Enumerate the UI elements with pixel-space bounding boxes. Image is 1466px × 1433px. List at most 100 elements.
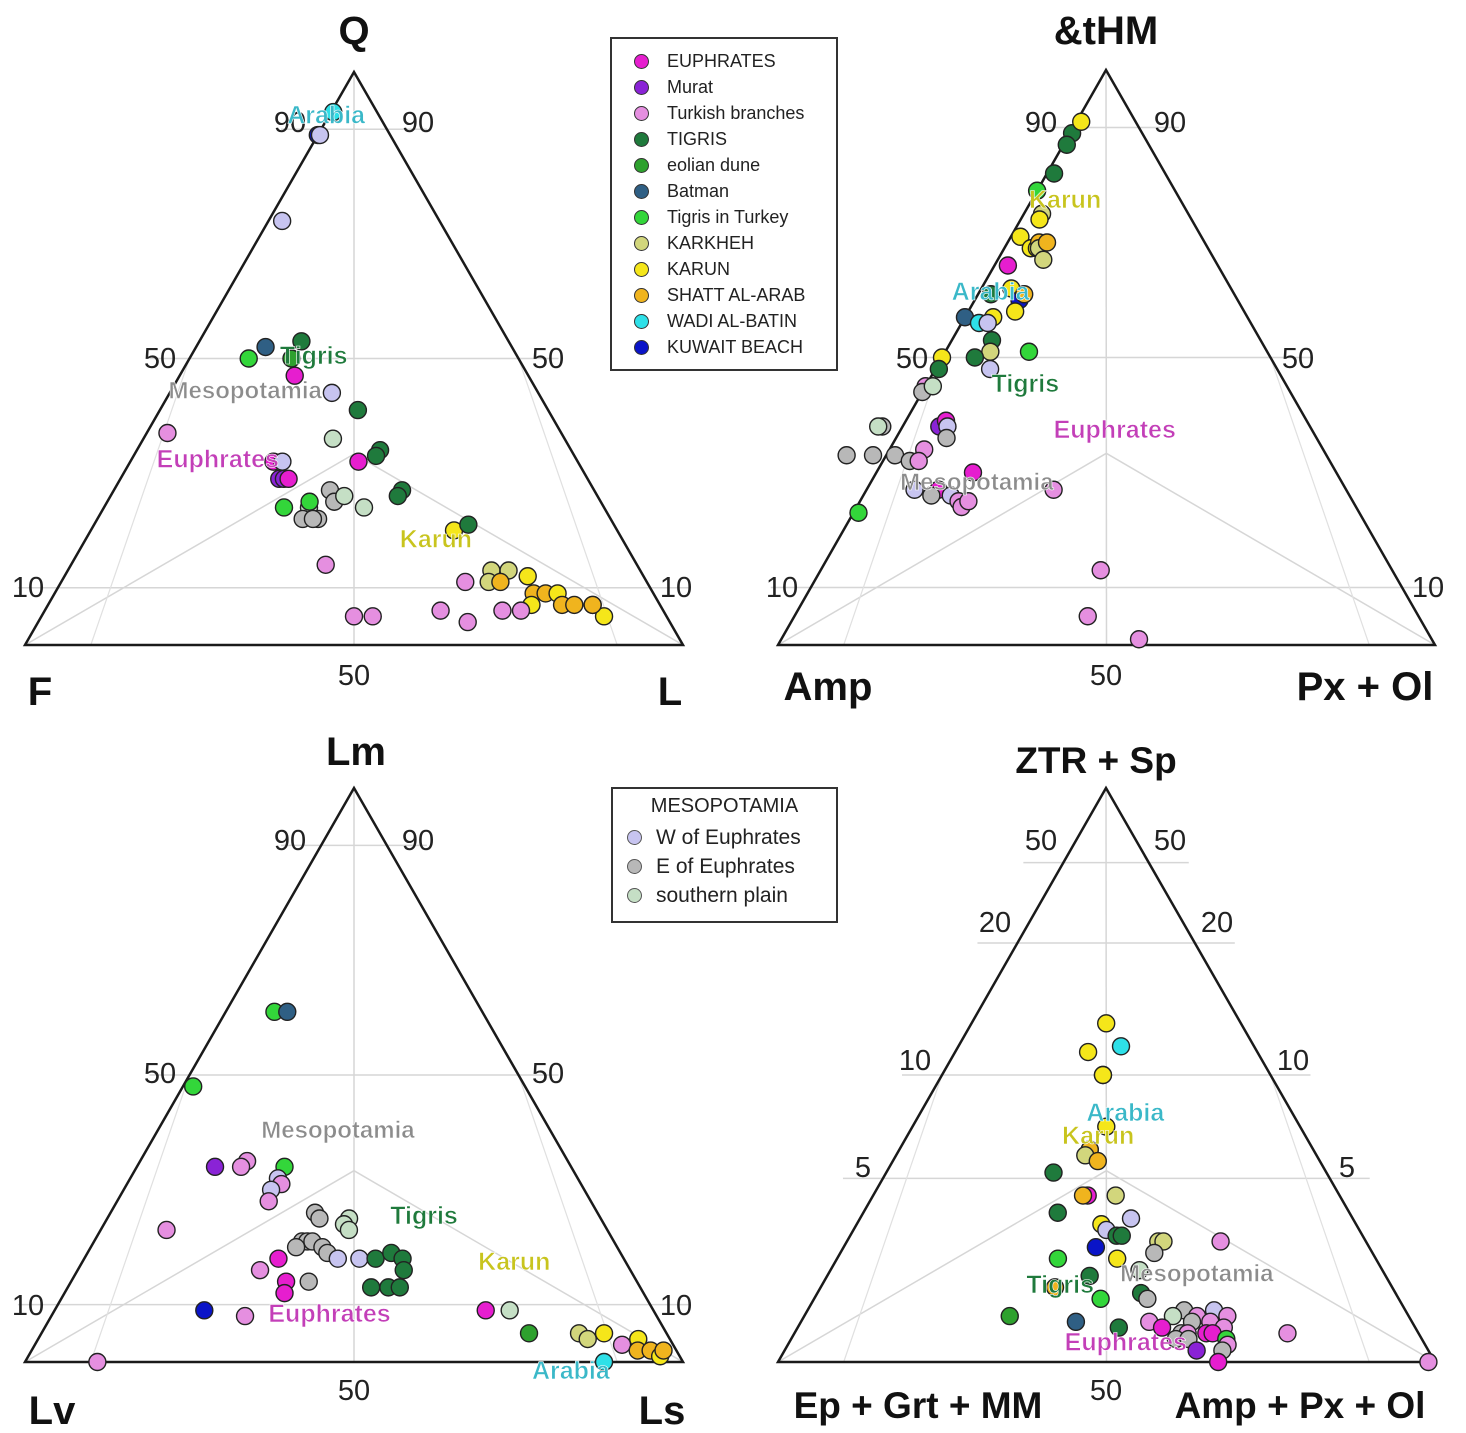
data-point [456, 572, 475, 592]
data-point [1109, 1318, 1129, 1337]
apex-label-top: Lm [326, 730, 386, 774]
data-point [1044, 1163, 1063, 1182]
tick-label: 5 [855, 1152, 871, 1184]
data-point [366, 446, 386, 466]
data-point [349, 452, 368, 471]
data-point [300, 492, 319, 511]
tick-label: 90 [402, 825, 434, 857]
tick-label: 10 [12, 1290, 44, 1322]
data-point [1211, 1232, 1230, 1251]
legend-marker [634, 261, 649, 277]
legend-main: EUPHRATES Murat Turkish branches TIGRIS eoli… [610, 37, 838, 371]
data-point [316, 555, 335, 574]
data-point [493, 601, 512, 620]
data-point [88, 1352, 107, 1372]
apex-label-left: F [28, 670, 52, 714]
apex-label-left: Amp [784, 665, 873, 709]
legend-item: Turkish branches [612, 100, 836, 126]
apex-label-top: Q [338, 9, 369, 53]
data-point [324, 102, 343, 122]
data-point [1057, 135, 1076, 154]
data-point [978, 313, 997, 333]
tick-label: 90 [274, 107, 306, 139]
data-point [348, 400, 368, 420]
data-point [1086, 1237, 1106, 1257]
tick-label: 10 [1412, 572, 1444, 604]
legend-item: TIGRIS [612, 126, 836, 152]
data-point [1005, 302, 1025, 321]
data-point [1048, 1249, 1068, 1268]
field-label: Karun [400, 526, 472, 554]
data-point [1111, 1037, 1131, 1056]
tick-label: 50 [896, 343, 928, 375]
legend-marker [634, 313, 649, 329]
tick-label: 50 [144, 343, 176, 375]
data-point [431, 601, 450, 620]
data-point [1072, 112, 1091, 131]
data-point [1419, 1352, 1438, 1372]
legend-marker [627, 830, 642, 845]
field-label: Arabia [952, 278, 1031, 306]
field-label: Euphrates [1054, 416, 1176, 444]
legend-label: Batman [667, 180, 730, 201]
field-label: Mesopotamia [1120, 1261, 1274, 1288]
legend-label: KARKHEH [667, 232, 755, 253]
legend-item: eolian dune [612, 152, 836, 178]
legend-label: KUWAIT BEACH [667, 336, 804, 357]
data-point [519, 1324, 539, 1343]
data-point [594, 1324, 614, 1343]
field-label: Euphrates [157, 445, 279, 473]
data-point [1152, 1318, 1172, 1337]
data-point [1107, 1249, 1127, 1268]
gridline [1269, 357, 1370, 646]
data-point [1130, 1260, 1149, 1280]
data-point [511, 601, 531, 620]
data-point [654, 1341, 673, 1360]
field-label: Tigris [390, 1202, 458, 1230]
legend-label: EUPHRATES [667, 50, 776, 71]
gridline [24, 1170, 355, 1363]
data-point [868, 417, 888, 436]
legend-marker [634, 157, 649, 173]
field-label: Arabia [1086, 1099, 1165, 1127]
data-point [1129, 630, 1149, 649]
triangle-outline [775, 785, 1438, 1364]
ternary-ztr-ep-amp: ZTR + Sp Ep + Grt + MM Amp + Px + Ol 50 20 10… [775, 740, 1438, 1426]
data-point [183, 1077, 203, 1096]
legend-item: WADI AL-BATIN [612, 308, 836, 334]
field-label: Tigris [1026, 1271, 1094, 1299]
data-point [1019, 342, 1039, 361]
legend-item: Tigris in Turkey [612, 204, 836, 230]
gridline [24, 453, 355, 646]
data-point [1080, 1266, 1099, 1286]
data-point [1145, 1243, 1164, 1263]
tick-label: 20 [979, 907, 1011, 939]
legend-mesopotamia-title: MESOPOTAMIA [650, 795, 799, 817]
data-point [1078, 607, 1097, 626]
data-point [1044, 164, 1064, 183]
legend-label: TIGRIS [667, 128, 728, 149]
data-point [476, 1301, 495, 1320]
field-label: Mesopotamia [900, 469, 1054, 496]
gridline [90, 1074, 191, 1363]
data-point [1027, 181, 1047, 200]
data-point [231, 1157, 251, 1177]
data-point [1037, 233, 1057, 252]
data-point [1278, 1324, 1297, 1343]
data-point [286, 1237, 306, 1257]
data-point [310, 1209, 329, 1228]
data-point [965, 348, 985, 367]
data-point [594, 1352, 614, 1372]
data-point [905, 480, 924, 499]
data-point [1078, 1042, 1098, 1062]
legend-marker [634, 131, 649, 147]
data-point [959, 492, 978, 511]
data-point [259, 1192, 278, 1211]
legend-marker [634, 183, 649, 199]
gridline [1105, 69, 1108, 646]
data-point [1121, 1209, 1141, 1228]
data-point [937, 428, 956, 448]
data-point [275, 1283, 294, 1303]
data-point [922, 486, 941, 505]
legend-marker [634, 287, 649, 303]
